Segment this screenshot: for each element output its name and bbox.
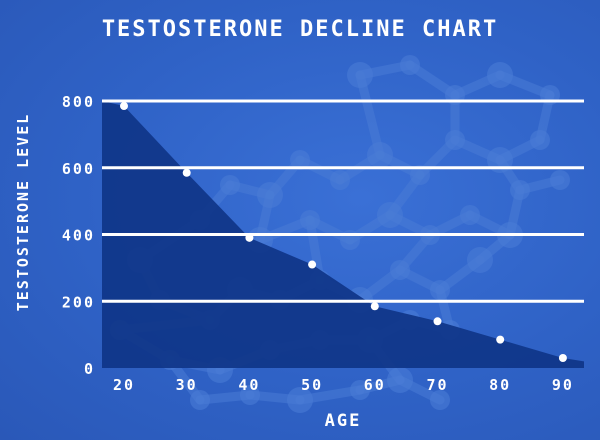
y-tick-label: 600: [62, 160, 95, 178]
y-axis-label: TESTOSTERONE LEVEL: [14, 113, 32, 312]
x-tick-label: 30: [176, 376, 198, 394]
x-tick-label: 90: [552, 376, 574, 394]
molecule-atom: [390, 260, 410, 280]
molecule-atom: [460, 205, 480, 225]
x-tick-label: 70: [426, 376, 448, 394]
data-point: [120, 102, 128, 111]
molecule-atom: [350, 380, 370, 400]
molecule-atom: [445, 130, 465, 150]
molecule-atom: [467, 247, 493, 273]
x-axis-label: AGE: [325, 411, 362, 431]
molecule-atom: [377, 202, 403, 228]
molecule-atom: [487, 62, 513, 88]
data-point: [308, 260, 317, 269]
molecule-atom: [330, 170, 350, 190]
molecule-atom: [287, 387, 313, 413]
x-tick-label: 60: [364, 376, 386, 394]
x-tick-label: 40: [238, 376, 260, 394]
molecule-atom: [550, 170, 570, 190]
y-tick-label: 800: [62, 93, 95, 111]
molecule-atom: [240, 385, 260, 405]
molecule-atom: [410, 165, 430, 185]
data-point: [433, 317, 442, 326]
text-layer: TESTOSTERONE DECLINE CHART AGE TESTOSTER…: [14, 17, 574, 431]
molecule-atom: [430, 390, 450, 410]
chart-title: TESTOSTERONE DECLINE CHART: [102, 17, 498, 42]
molecule-bond: [355, 70, 385, 160]
x-tick-label: 20: [113, 376, 135, 394]
molecule-atom: [400, 55, 420, 75]
molecule-atom: [367, 142, 393, 168]
data-point: [496, 335, 505, 344]
molecule-atom: [387, 367, 413, 393]
molecule-atom: [190, 390, 210, 410]
y-tick-label: 400: [62, 227, 95, 245]
molecule-atom: [510, 180, 530, 200]
molecule-atom: [290, 150, 310, 170]
y-tick-label: 0: [84, 360, 95, 378]
grid-layer: [102, 99, 584, 303]
molecule-atom: [257, 182, 283, 208]
molecule-atom: [430, 280, 450, 300]
x-tick-label: 50: [301, 376, 323, 394]
data-point: [370, 302, 379, 311]
data-point: [245, 233, 254, 242]
molecule-atom: [220, 175, 240, 195]
molecule-atom: [530, 130, 550, 150]
marker-layer: [120, 102, 567, 362]
data-point: [182, 168, 191, 177]
x-tick-label: 80: [489, 376, 511, 394]
molecule-atom: [300, 210, 320, 230]
molecule-atom: [347, 62, 373, 88]
data-point: [558, 353, 567, 362]
y-tick-label: 200: [62, 293, 95, 311]
